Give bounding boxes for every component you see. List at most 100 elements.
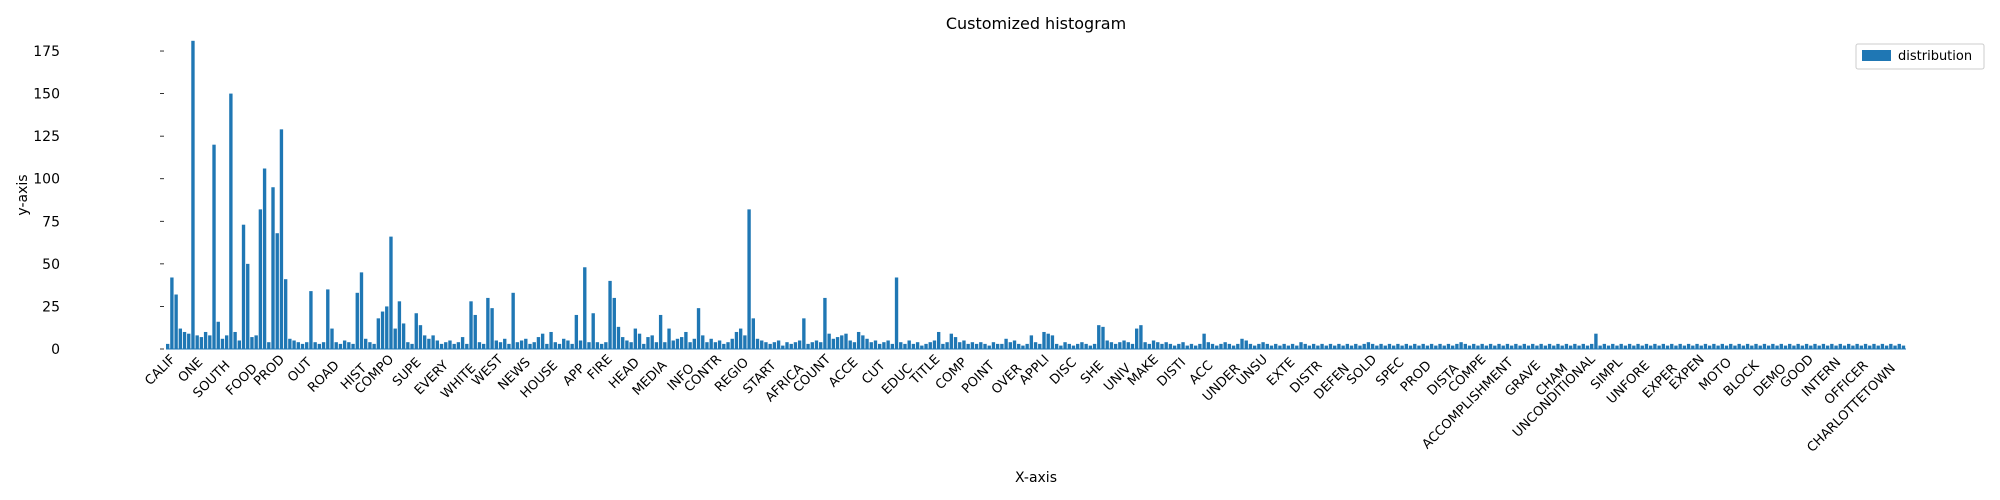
histogram-bar [1328,343,1333,349]
histogram-bar [431,335,435,349]
histogram-bar [216,321,220,349]
y-tick-label: 125 [33,129,60,145]
histogram-bar [178,328,183,349]
histogram-bar [423,335,427,349]
histogram-bar [342,340,347,349]
histogram-bar [1370,343,1375,349]
histogram-bar [1813,343,1817,349]
y-axis-ticks: 0 25 50 75 100 125 150 175 [33,44,164,358]
histogram-bar [1210,343,1215,349]
histogram-bar [536,337,541,349]
histogram-bar [1450,345,1455,349]
histogram-bar [1568,345,1573,349]
histogram-bar [852,342,857,349]
histogram-bar [751,318,755,349]
histogram-bar [1151,340,1156,349]
histogram-bar [1156,342,1160,349]
histogram-bar [1851,345,1855,349]
x-axis-tick-labels: CALIFONESOUTHFOODPRODOUTROADHISTCOMPOSUP… [142,352,1898,456]
histogram-bar [1135,328,1139,349]
histogram-bar [1876,345,1880,349]
histogram-bar [519,340,524,349]
histogram-bar [199,337,204,349]
histogram-bar [191,40,195,350]
histogram-bar [1539,343,1543,349]
histogram-bar [1202,333,1206,349]
histogram-bar [1707,345,1712,349]
histogram-bar [1455,343,1459,349]
histogram-bar [823,297,827,349]
histogram-bar [945,342,949,349]
chart-title: Customized histogram [946,14,1126,33]
histogram-bar [621,337,625,349]
histogram-bar [743,335,747,349]
histogram-bar [1459,342,1463,349]
histogram-bar [1392,345,1396,349]
histogram-bar [903,343,907,349]
histogram-bar [262,168,267,349]
histogram-bar [1771,343,1775,349]
histogram-bar [1526,345,1531,349]
histogram-bar [974,343,979,349]
histogram-bar [1118,342,1122,349]
histogram-bar [1716,345,1720,349]
histogram-bar [351,343,355,349]
histogram-bar [439,343,444,349]
histogram-bar [427,338,431,349]
histogram-bar [1063,342,1067,349]
histogram-bar [886,340,890,349]
histogram-bar [1379,343,1383,349]
histogram-bar [1825,345,1830,349]
histogram-bar [460,337,465,349]
histogram-bar [924,343,928,349]
histogram-bar [1189,343,1194,349]
histogram-bar [1480,343,1484,349]
histogram-bar [1754,343,1758,349]
histogram-bar [1788,343,1792,349]
histogram-bar [1724,345,1729,349]
histogram-bar [401,323,406,349]
histogram-bar [393,328,397,349]
histogram-bar [1046,333,1050,349]
histogram-bar [1889,343,1893,349]
histogram-bar [730,338,734,349]
histogram-bar [1594,333,1598,349]
histogram-bar [1733,345,1737,349]
histogram-bar [296,342,300,349]
histogram-bar [646,337,650,349]
histogram-bar [696,308,701,349]
histogram-bar [1278,345,1282,349]
histogram-bar [806,343,810,349]
histogram-bar [844,333,848,349]
y-tick-label: 175 [33,44,60,60]
histogram-bar [1632,345,1636,349]
histogram-bar [1573,343,1577,349]
histogram-bar [1606,345,1611,349]
histogram-bar [1177,343,1181,349]
histogram-bar [1286,345,1291,349]
histogram-bar [878,343,882,349]
histogram-bar [941,343,945,349]
histogram-bar [1484,345,1489,349]
histogram-bar [246,263,250,349]
histogram-bar [1231,345,1236,349]
histogram-bar [490,308,494,349]
histogram-bar [1109,342,1114,349]
histogram-bar [1033,342,1038,349]
histogram-bar [1375,345,1379,349]
histogram-bar [220,338,225,349]
histogram-bar [195,335,199,349]
histogram-bar [456,342,461,349]
histogram-bar [755,338,760,349]
histogram-bar [604,342,608,349]
histogram-bar [654,342,659,349]
histogram-bar [595,342,600,349]
histogram-bar [608,280,612,349]
histogram-bar [1804,343,1809,349]
histogram-bar [1766,345,1771,349]
histogram-bar [1712,343,1716,349]
histogram-bar [334,342,338,349]
histogram-bar [1076,343,1080,349]
histogram-bar [452,343,456,349]
